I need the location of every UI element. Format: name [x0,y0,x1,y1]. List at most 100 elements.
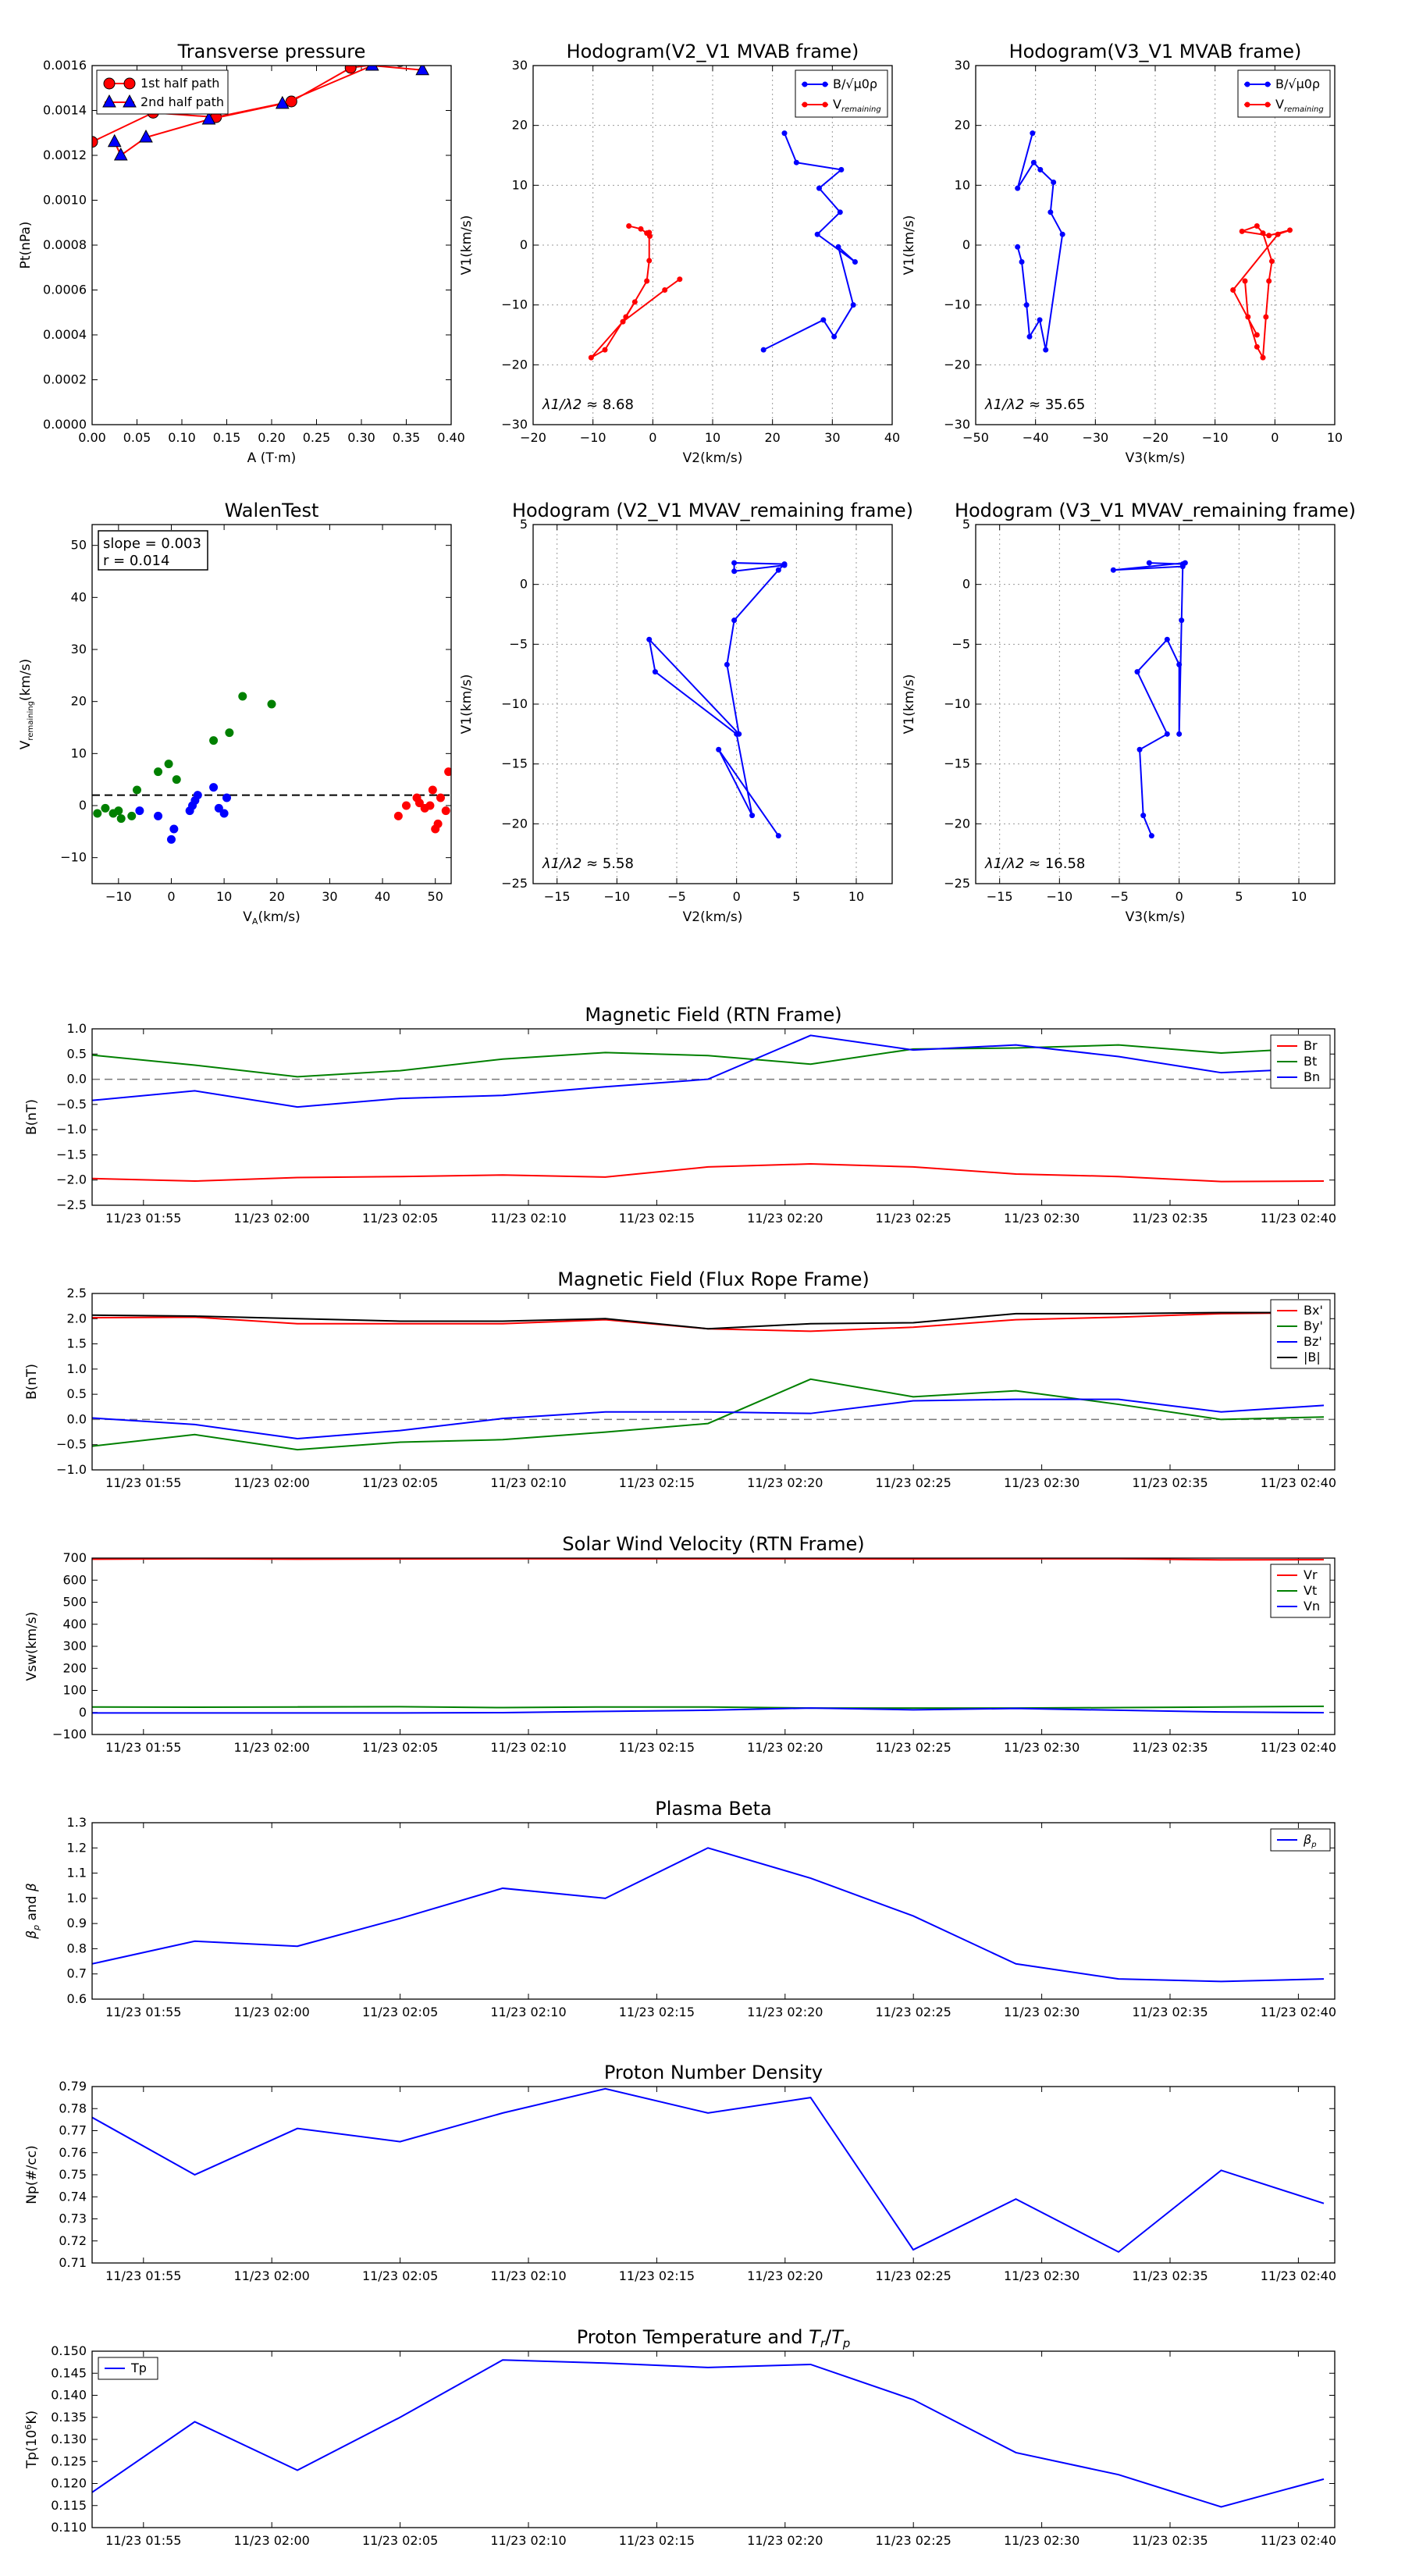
x-tick-label: 11/23 02:10 [490,1475,566,1490]
x-tick-label: 0.20 [258,430,286,445]
data-point [414,799,424,808]
x-tick-label: 11/23 02:15 [619,1740,695,1755]
y-tick-label: 0.78 [59,2101,87,2115]
data-point [1030,159,1037,165]
legend [795,69,888,118]
data-point [1134,669,1140,675]
data-point [793,159,799,165]
legend [1237,69,1331,118]
data-point [731,560,738,566]
y-tick-label: 0.71 [59,2255,87,2270]
data-point [1043,347,1049,353]
x-tick-label: 11/23 02:20 [747,2268,823,2283]
data-point [1275,231,1281,237]
y-tick-label: −20 [944,816,970,831]
x-tick-label: 11/23 02:40 [1261,1475,1336,1490]
x-tick-label: 11/23 02:20 [747,2005,823,2019]
x-tick-label: 11/23 02:25 [876,1475,951,1490]
data-point [1164,636,1170,642]
x-tick-label: 11/23 02:20 [747,2533,823,2548]
data-point [238,692,247,701]
x-axis-label: A (T·m) [247,450,297,466]
plot-frame [91,2086,1336,2264]
y-tick-label: 40 [71,589,87,604]
y-tick-label: 0 [962,237,970,252]
data-point [1051,180,1057,185]
data-point [225,728,234,738]
plot-area [588,130,858,361]
data-point [1254,332,1260,338]
data-point [1239,228,1245,234]
data-point [1269,258,1275,265]
y-axis-label: B(nT) [24,1099,40,1135]
x-tick-label: 30 [824,430,840,445]
y-tick-label: −20 [501,357,528,372]
x-tick-label: 11/23 02:35 [1132,1740,1208,1755]
data-point [101,803,110,813]
series-line-By' [92,1378,1325,1451]
legend-label: 1st half path [140,76,219,91]
data-point [396,66,404,67]
legend-label: B/√μ0ρ [1275,76,1320,91]
x-tick-label: 11/23 02:40 [1261,1211,1336,1226]
data-point [1179,617,1185,624]
data-point [646,258,653,264]
data-point [116,814,126,824]
legend-marker [123,77,136,90]
legend-marker [1244,81,1250,87]
data-point [736,731,742,737]
x-tick-label: 20 [269,889,285,904]
x-tick-label: 11/23 02:00 [234,2533,310,2548]
x-tick-label: −10 [1202,430,1229,445]
series-line-Vr [92,1558,1325,1561]
y-tick-label: 0.115 [51,2498,87,2513]
y-tick-label: 0.9 [67,1916,87,1930]
x-tick-label: 11/23 02:10 [490,2533,566,2548]
plot-frame [91,1028,1336,1206]
stats-box [98,530,208,571]
x-tick-label: −10 [580,430,606,445]
x-tick-label: −10 [105,889,132,904]
y-tick-label: 0.150 [51,2343,87,2358]
data-point [172,775,181,785]
x-tick-label: 11/23 01:55 [105,2533,181,2548]
y-tick-label: 0 [79,798,87,813]
x-tick-label: 20 [764,430,780,445]
plot-frame [975,524,1336,884]
plot-area [1015,130,1293,361]
y-tick-label: 500 [62,1595,87,1610]
data-point [1254,343,1260,350]
legend-label: Br [1304,1038,1318,1053]
data-point [444,767,451,777]
x-axis-label: V2(km/s) [683,450,743,466]
data-point [731,568,738,575]
y-tick-label: 0.72 [59,2233,87,2248]
data-point [838,166,845,173]
legend-label: Vr [1304,1567,1318,1582]
chart-title: Proton Temperature and Tr/Tp [577,2326,851,2350]
x-tick-label: 0 [167,889,175,904]
ratio-annotation: λ1/λ2 ≈ 5.58 [542,856,634,872]
legend-label: Bn [1304,1069,1320,1084]
x-tick-label: −20 [1142,430,1168,445]
data-point [775,567,781,573]
y-tick-label: −10 [60,850,87,865]
x-tick-label: 11/23 02:35 [1132,2005,1208,2019]
x-tick-label: 11/23 02:30 [1004,2268,1080,2283]
x-tick-label: 11/23 02:00 [234,2268,310,2283]
data-point [1176,661,1183,667]
stats-line: r = 0.014 [103,553,169,569]
data-point [402,801,411,810]
x-tick-label: 11/23 02:10 [490,1740,566,1755]
data-point [393,811,403,820]
x-tick-label: 11/23 02:25 [876,2533,951,2548]
legend-label: Tp [130,2361,147,2375]
series-line-0 [648,562,787,837]
y-tick-label: 0.0014 [43,103,87,118]
data-point [428,785,437,795]
legend-label: B/√μ0ρ [833,76,877,91]
x-tick-label: −5 [667,889,686,904]
legend-label: Vn [1304,1599,1320,1614]
chart-tp: Transverse pressure 0.00 0.05 0.10 0.15 0.20 0… [18,41,465,466]
legend-marker [822,101,828,108]
